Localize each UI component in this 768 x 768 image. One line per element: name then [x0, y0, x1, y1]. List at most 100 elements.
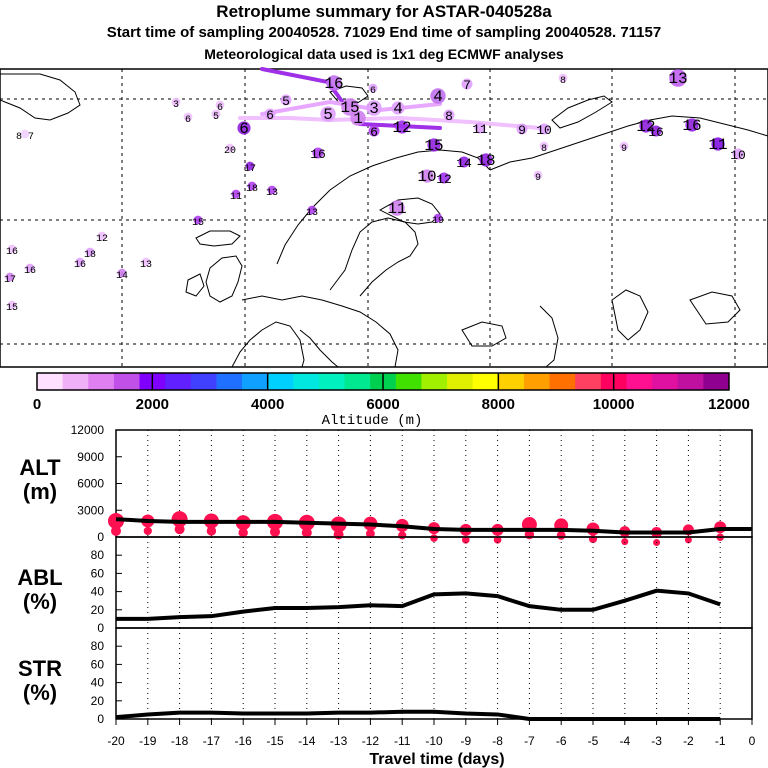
- altitude-point: [301, 527, 312, 538]
- x-tick-label: -4: [619, 734, 630, 748]
- plume-cluster-marker: [533, 170, 543, 180]
- plume-cluster-marker: [231, 189, 241, 199]
- plume-cluster-marker: [391, 101, 405, 115]
- colorbar-tick-label: 10000: [593, 396, 635, 413]
- y-tick-label: 6000: [77, 477, 104, 491]
- cluster-day-label: 11: [472, 122, 488, 137]
- plume-cluster-marker: [558, 73, 568, 83]
- map-frame: [0, 68, 768, 368]
- coastlines: [0, 73, 768, 368]
- cluster-day-label: 8: [560, 76, 566, 87]
- plume-cluster-marker: [245, 161, 255, 171]
- colorbar-swatch: [523, 373, 551, 390]
- y-axis-label: (m): [23, 479, 57, 504]
- plume-cluster-marker: [7, 244, 17, 254]
- y-tick-label: 12000: [71, 423, 105, 437]
- plume-cluster-marker: [247, 181, 257, 191]
- plume-cluster-marker: [539, 141, 549, 151]
- x-tick-label: -1: [715, 734, 726, 748]
- colorbar-swatch: [62, 373, 89, 390]
- plume-cluster-marker: [650, 125, 662, 137]
- plume-cluster-marker: [538, 123, 550, 135]
- cluster-day-label: 18: [84, 250, 96, 261]
- colorbar-swatch: [216, 373, 243, 390]
- panel-str: 80 60 40 20 0 STR(%): [18, 627, 753, 726]
- cluster-day-label: 5: [282, 94, 290, 109]
- altitude-point: [493, 536, 502, 544]
- cluster-day-label: 14: [116, 271, 128, 282]
- plume-cluster-marker: [438, 172, 450, 184]
- colorbar-swatch: [88, 373, 115, 390]
- colorbar-tick-label: 12000: [708, 396, 750, 413]
- colorbar-swatch: [472, 373, 499, 390]
- cluster-day-label: 4: [393, 100, 403, 118]
- plume-cluster-marker: [267, 185, 277, 195]
- altitude-point: [462, 536, 470, 544]
- cluster-day-label: 16: [6, 247, 18, 258]
- plume-cluster-marker: [368, 125, 380, 137]
- altitude-point: [556, 531, 566, 540]
- colorbar-tick-label: 0: [33, 396, 41, 413]
- cluster-day-label: 8 7: [16, 132, 34, 143]
- plume-cluster-marker: [25, 263, 35, 273]
- altitude-point: [366, 529, 375, 539]
- x-axis-label: Travel time (days): [369, 751, 504, 768]
- colorbar-swatch: [575, 373, 602, 390]
- altitude-point: [111, 525, 121, 536]
- colorbar-swatch: [344, 373, 371, 390]
- x-tick-label: -18: [171, 734, 189, 748]
- colorbar-swatch: [318, 373, 346, 390]
- cluster-day-label: 5: [213, 112, 219, 123]
- plume-cluster-marker: [368, 83, 378, 93]
- plume-cluster-marker: [474, 122, 486, 134]
- plume-cluster-marker: [427, 138, 441, 152]
- colorbar-swatch: [37, 373, 64, 390]
- cluster-day-label: 10: [730, 148, 746, 163]
- cluster-day-label: 12: [636, 118, 655, 136]
- plume-cluster-marker: [97, 231, 107, 241]
- x-tick-label: -17: [203, 734, 221, 748]
- y-tick-label: 40: [91, 676, 105, 690]
- cluster-day-label: 19: [432, 216, 444, 227]
- plume-cluster-marker: [389, 200, 405, 216]
- plume-cluster-marker: [395, 120, 409, 134]
- colorbar-swatch: [267, 373, 294, 390]
- plume-cluster-marker: [307, 205, 317, 215]
- plume-cluster-marker: [75, 257, 85, 267]
- plume-cluster-marker: [350, 110, 366, 126]
- plume-cluster-marker: [117, 268, 127, 278]
- colorbar-swatch: [395, 373, 422, 390]
- y-axis-label: ABL: [17, 565, 62, 590]
- colorbar-swatch: [190, 373, 217, 390]
- x-tick-label: -12: [362, 734, 380, 748]
- x-tick-label: 0: [749, 734, 756, 748]
- colorbar-swatch: [242, 373, 269, 390]
- plume-cluster-marker: [183, 112, 193, 122]
- cluster-day-label: 12: [96, 234, 108, 245]
- cluster-day-label: 15: [6, 303, 18, 314]
- x-tick-label: -8: [492, 734, 503, 748]
- cluster-day-label: 15: [424, 137, 443, 155]
- cluster-day-label: 14: [456, 156, 472, 171]
- cluster-day-label: 11: [708, 136, 727, 154]
- y-tick-label: 9000: [77, 450, 104, 464]
- y-axis-label: (%): [23, 589, 57, 614]
- plume-cluster-marker: [20, 129, 30, 139]
- cluster-day-label: 16: [310, 147, 326, 162]
- met-data-note: Meteorological data used is 1x1 deg ECMW…: [204, 46, 564, 62]
- cluster-day-label: 5: [323, 106, 333, 124]
- colorbar-tick-label: 8000: [482, 396, 515, 413]
- plume-cluster-marker: [215, 100, 225, 110]
- y-tick-label: 0: [97, 621, 104, 635]
- y-axis-label: STR: [18, 656, 62, 681]
- plume-cluster-marker: [225, 143, 235, 153]
- cluster-day-label: 12: [392, 119, 411, 137]
- cluster-day-label: 10: [536, 123, 552, 138]
- colorbar-swatch: [113, 373, 141, 390]
- cluster-day-label: 9: [621, 144, 627, 155]
- cluster-day-label: 18: [246, 184, 258, 195]
- altitude-point: [333, 529, 344, 540]
- cluster-day-label: 13: [266, 188, 278, 199]
